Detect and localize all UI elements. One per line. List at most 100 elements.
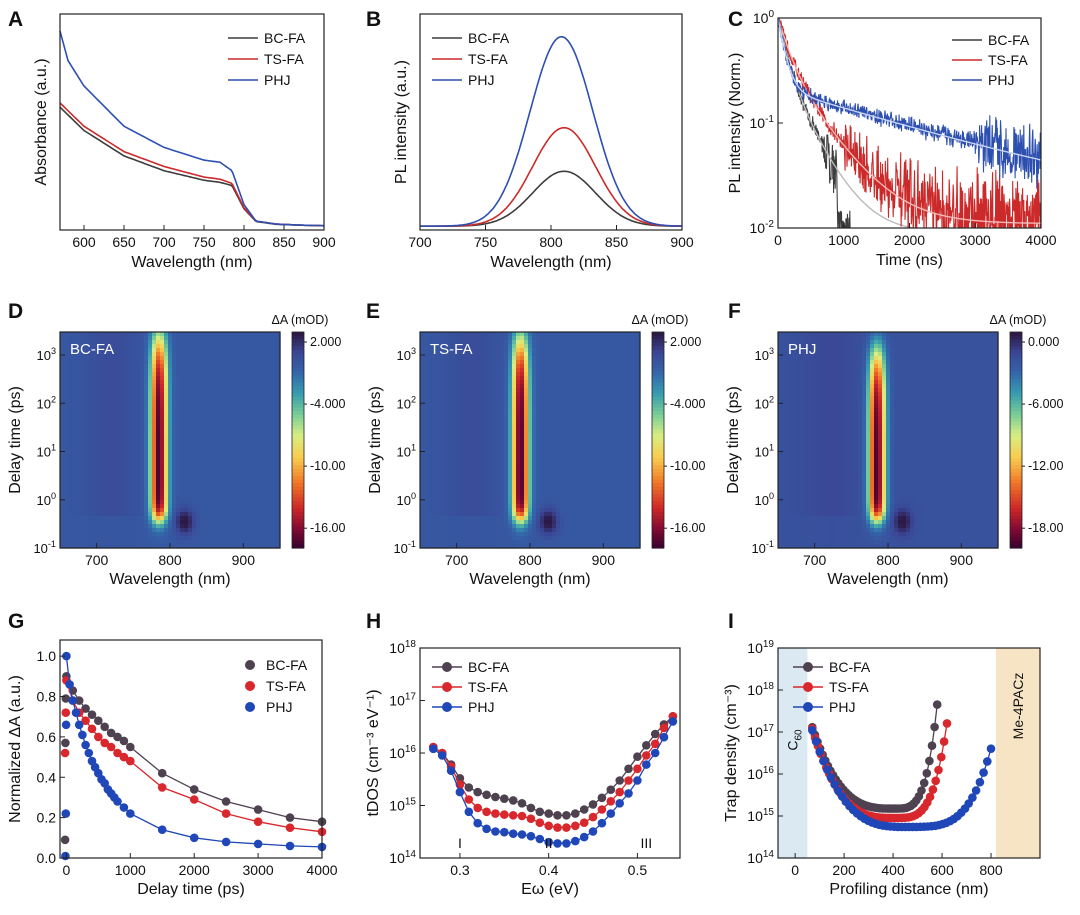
heatmap-cell: [132, 540, 137, 545]
heatmap-cell: [420, 436, 425, 441]
heatmap-cell: [568, 456, 573, 461]
heatmap-cell: [156, 392, 161, 397]
heatmap-cell: [484, 392, 489, 397]
heatmap-cell: [116, 480, 121, 485]
heatmap-cell: [472, 400, 477, 405]
heatmap-cell: [148, 456, 153, 461]
heatmap-cell: [108, 444, 113, 449]
heatmap-cell: [116, 420, 121, 425]
heatmap-cell: [492, 456, 497, 461]
heatmap-cell: [96, 468, 101, 473]
heatmap-cell: [192, 460, 197, 465]
heatmap-cell: [72, 520, 77, 525]
heatmap-cell: [272, 364, 277, 369]
heatmap-cell: [228, 436, 233, 441]
heatmap-cell: [260, 500, 265, 505]
heatmap-cell: [112, 520, 117, 525]
colorbar-cell: [292, 486, 304, 491]
colorbar-cell: [292, 533, 304, 538]
heatmap-cell: [72, 496, 77, 501]
heatmap-cell: [524, 428, 529, 433]
heatmap-cell: [608, 460, 613, 465]
heatmap-cell: [168, 504, 173, 509]
heatmap-cell: [468, 412, 473, 417]
heatmap-cell: [248, 444, 253, 449]
heatmap-cell: [164, 516, 169, 521]
heatmap-cell: [596, 332, 601, 337]
heatmap-cell: [184, 376, 189, 381]
heatmap-cell: [276, 384, 281, 389]
heatmap-cell: [180, 336, 185, 341]
heatmap-cell: [224, 392, 229, 397]
heatmap-cell: [560, 392, 565, 397]
heatmap-cell: [184, 476, 189, 481]
heatmap-cell: [564, 356, 569, 361]
heatmap-cell: [244, 440, 249, 445]
heatmap-cell: [576, 460, 581, 465]
heatmap-cell: [200, 476, 205, 481]
heatmap-cell: [152, 340, 157, 345]
heatmap-cell: [152, 416, 157, 421]
heatmap-cell: [508, 424, 513, 429]
heatmap-cell: [200, 380, 205, 385]
heatmap-cell: [188, 360, 193, 365]
heatmap-cell: [548, 460, 553, 465]
colorbar-cell: [292, 494, 304, 499]
heatmap-cell: [256, 504, 261, 509]
heatmap-cell: [568, 436, 573, 441]
heatmap-cell: [132, 340, 137, 345]
heatmap-cell: [164, 372, 169, 377]
heatmap-cell: [468, 456, 473, 461]
heatmap-cell: [564, 352, 569, 357]
heatmap-cell: [148, 444, 153, 449]
heatmap-cell: [264, 400, 269, 405]
heatmap-cell: [248, 340, 253, 345]
heatmap-cell: [444, 380, 449, 385]
heatmap-cell: [200, 444, 205, 449]
heatmap-cell: [244, 452, 249, 457]
heatmap-cell: [460, 404, 465, 409]
heatmap-cell: [268, 476, 273, 481]
heatmap-cell: [60, 452, 65, 457]
heatmap-cell: [632, 388, 637, 393]
heatmap-cell: [480, 344, 485, 349]
heatmap-cell: [180, 392, 185, 397]
heatmap-cell: [628, 352, 633, 357]
heatmap-cell: [452, 388, 457, 393]
heatmap-cell: [216, 500, 221, 505]
heatmap-cell: [200, 504, 205, 509]
heatmap-cell: [608, 332, 613, 337]
heatmap-cell: [252, 536, 257, 541]
heatmap-cell: [76, 368, 81, 373]
heatmap-cell: [496, 376, 501, 381]
heatmap-cell: [536, 340, 541, 345]
heatmap-cell: [108, 476, 113, 481]
heatmap-cell: [84, 484, 89, 489]
heatmap-cell: [504, 444, 509, 449]
heatmap-cell: [488, 380, 493, 385]
heatmap-cell: [508, 448, 513, 453]
heatmap-cell: [140, 428, 145, 433]
heatmap-cell: [168, 432, 173, 437]
heatmap-cell: [120, 416, 125, 421]
heatmap-cell: [100, 528, 105, 533]
heatmap-cell: [536, 448, 541, 453]
heatmap-cell: [120, 500, 125, 505]
heatmap-cell: [572, 336, 577, 341]
heatmap-cell: [132, 504, 137, 509]
heatmap-cell: [80, 512, 85, 517]
heatmap-cell: [192, 488, 197, 493]
heatmap-cell: [72, 500, 77, 505]
heatmap-cell: [256, 340, 261, 345]
heatmap-cell: [204, 344, 209, 349]
heatmap-cell: [96, 400, 101, 405]
heatmap-cell: [200, 468, 205, 473]
heatmap-cell: [608, 368, 613, 373]
heatmap-cell: [76, 364, 81, 369]
heatmap-cell: [144, 536, 149, 541]
heatmap-cell: [224, 468, 229, 473]
heatmap-cell: [116, 368, 121, 373]
heatmap-cell: [600, 392, 605, 397]
heatmap-cell: [224, 528, 229, 533]
heatmap-cell: [592, 364, 597, 369]
